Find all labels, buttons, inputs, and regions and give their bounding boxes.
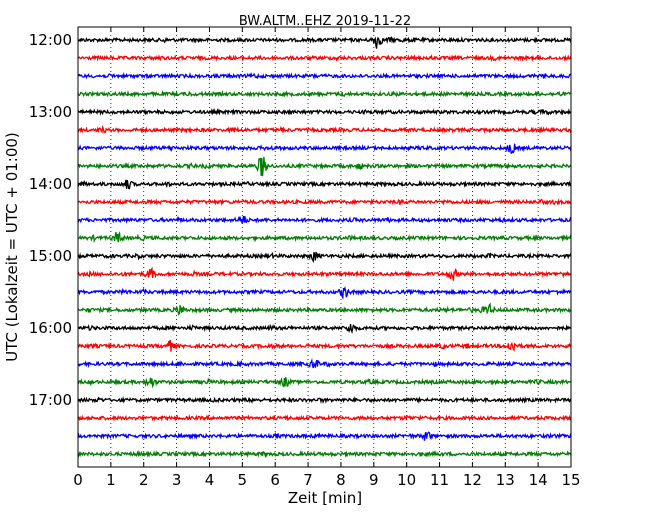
x-axis-ticks: 0 1 2 3 4 5 6 7 8 9 10 11 12 13 14 15 <box>73 27 581 489</box>
trace-line <box>77 251 572 264</box>
trace-line <box>77 449 572 459</box>
x-tick-label: 0 <box>73 471 83 489</box>
x-tick-label: 13 <box>496 471 515 489</box>
trace-line <box>77 179 572 190</box>
y-tick-label: 12:00 <box>29 31 72 49</box>
x-tick-label: 9 <box>369 471 379 489</box>
y-tick-label: 15:00 <box>29 247 72 265</box>
trace-line <box>77 108 572 116</box>
x-tick-label: 11 <box>430 471 449 489</box>
trace-line <box>77 339 572 352</box>
x-axis-label: Zeit [min] <box>288 489 362 507</box>
x-tick-label: 3 <box>172 471 182 489</box>
trace-line <box>77 36 572 49</box>
x-tick-label: 2 <box>139 471 149 489</box>
trace-line <box>77 431 572 441</box>
trace-line <box>77 230 572 244</box>
x-tick-label: 15 <box>561 471 580 489</box>
x-tick-label: 1 <box>106 471 116 489</box>
seismogram-traces <box>77 36 572 459</box>
x-tick-label: 4 <box>205 471 215 489</box>
trace-line <box>77 377 572 389</box>
plot-frame <box>77 26 572 468</box>
plot-area <box>78 27 571 467</box>
y-tick-label: 17:00 <box>29 391 72 409</box>
x-tick-label: 10 <box>397 471 416 489</box>
y-tick-label: 14:00 <box>29 175 72 193</box>
trace-line <box>77 266 572 281</box>
trace-line <box>77 71 572 80</box>
x-tick-label: 7 <box>303 471 313 489</box>
trace-line <box>77 54 572 63</box>
x-tick-label: 14 <box>529 471 548 489</box>
trace-line <box>77 323 572 334</box>
y-tick-label: 13:00 <box>29 103 72 121</box>
trace-line <box>77 89 572 99</box>
trace-line <box>77 143 572 154</box>
x-tick-label: 8 <box>336 471 346 489</box>
y-tick-label: 16:00 <box>29 319 72 337</box>
y-axis-label: UTC (Lokalzeit = UTC + 01:00) <box>3 132 21 362</box>
trace-line <box>77 395 572 405</box>
trace-line <box>77 414 572 422</box>
x-tick-label: 6 <box>270 471 280 489</box>
trace-line <box>77 358 572 369</box>
trace-line <box>77 198 572 207</box>
x-tick-label: 12 <box>463 471 482 489</box>
chart-title: BW.ALTM..EHZ 2019-11-22 <box>239 14 411 29</box>
trace-line <box>77 285 572 300</box>
trace-line <box>77 215 572 224</box>
trace-line <box>77 302 572 316</box>
y-axis-ticks: 12:00 13:00 14:00 15:00 16:00 17:00 <box>29 31 571 409</box>
trace-line <box>77 124 572 135</box>
x-tick-label: 5 <box>238 471 248 489</box>
vertical-grid <box>110 27 539 467</box>
trace-line <box>77 156 572 177</box>
